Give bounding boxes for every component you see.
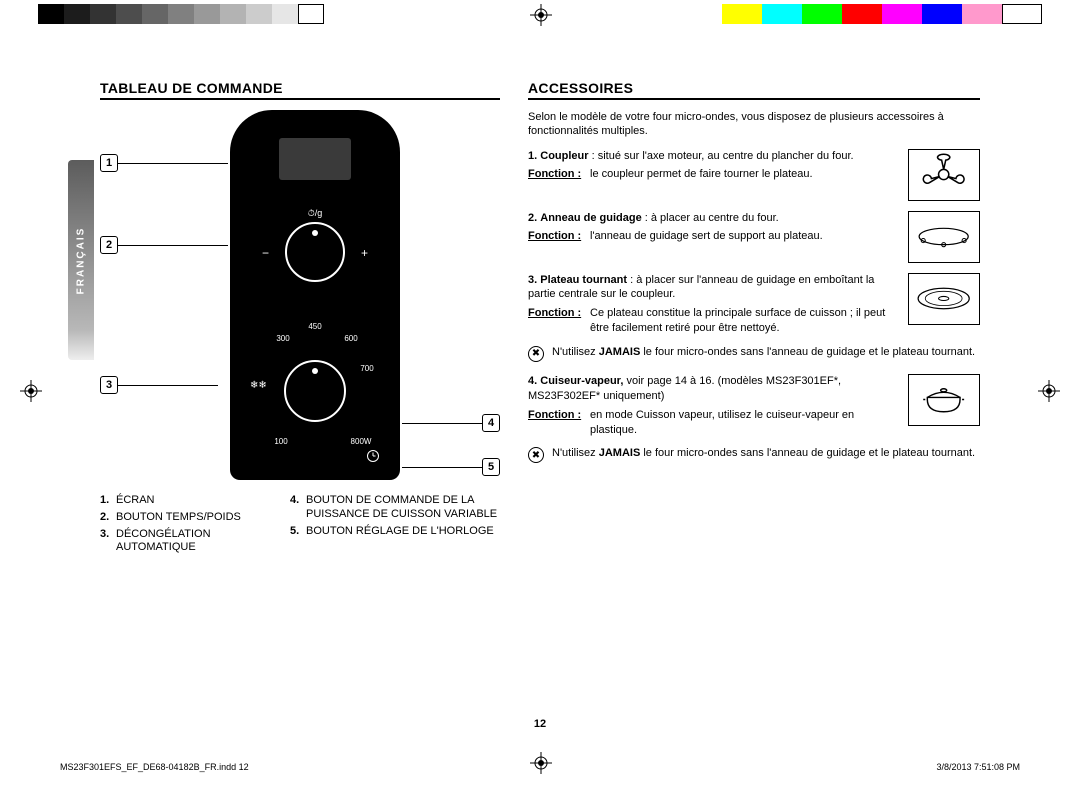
legend-item: 3.DÉCONGÉLATION AUTOMATIQUE <box>100 528 270 556</box>
callout-num: 4 <box>482 414 500 432</box>
content: TABLEAU DE COMMANDE 1 2 3 4 5 <box>100 80 980 700</box>
accessory-text: 3. Plateau tournant : à placer sur l'ann… <box>528 273 898 336</box>
callout-3: 3 <box>100 376 218 394</box>
accessory-item: 2. Anneau de guidage : à placer au centr… <box>528 211 980 263</box>
arc-label: 600 <box>336 334 366 343</box>
footer-filename: MS23F301EFS_EF_DE68-04182B_FR.indd 12 <box>60 762 249 772</box>
registration-mark-icon <box>1038 380 1060 402</box>
callout-num: 3 <box>100 376 118 394</box>
warning-icon: ✖ <box>528 447 544 463</box>
callout-num: 5 <box>482 458 500 476</box>
turntable-icon <box>908 273 980 325</box>
warning-icon: ✖ <box>528 346 544 362</box>
print-colorbar-color <box>722 4 1042 24</box>
page-footer: MS23F301EFS_EF_DE68-04182B_FR.indd 12 3/… <box>60 762 1020 772</box>
legend-item: 1.ÉCRAN <box>100 494 270 508</box>
legend-item: 4.BOUTON DE COMMANDE DE LA PUISSANCE DE … <box>290 494 500 522</box>
column-control-panel: TABLEAU DE COMMANDE 1 2 3 4 5 <box>100 80 500 700</box>
page: FRANÇAIS TABLEAU DE COMMANDE 1 2 3 4 <box>0 0 1080 792</box>
legend-item: 5.BOUTON RÉGLAGE DE L'HORLOGE <box>290 525 500 539</box>
display-screen <box>279 138 351 180</box>
roller-ring-icon <box>908 211 980 263</box>
callout-5: 5 <box>402 458 500 476</box>
warning-1: ✖ N'utilisez JAMAIS le four micro-ondes … <box>528 346 980 362</box>
time-weight-knob <box>285 222 345 282</box>
arc-label: 300 <box>268 334 298 343</box>
power-knob-group: ❄❄ 100 300 450 600 700 800W <box>250 320 380 450</box>
accessory-item: 4. Cuiseur-vapeur, voir page 14 à 16. (m… <box>528 374 980 437</box>
legend-item: 2.BOUTON TEMPS/POIDS <box>100 511 270 525</box>
callout-4: 4 <box>402 414 500 432</box>
accessory-text: 1. Coupleur : situé sur l'axe moteur, au… <box>528 149 898 183</box>
footer-timestamp: 3/8/2013 7:51:08 PM <box>936 762 1020 772</box>
print-colorbar-gray <box>38 4 328 24</box>
accessory-text: 2. Anneau de guidage : à placer au centr… <box>528 211 898 245</box>
defrost-icon: ❄❄ <box>250 380 267 391</box>
registration-mark-icon <box>20 380 42 402</box>
arc-label: 800W <box>346 437 376 446</box>
coupler-icon <box>908 149 980 201</box>
accessory-item: 1. Coupleur : situé sur l'axe moteur, au… <box>528 149 980 201</box>
control-panel-wrap: 1 2 3 4 5 ⏱/g − + <box>100 110 500 480</box>
clock-icon <box>366 449 380 466</box>
plus-icon: + <box>361 246 368 260</box>
power-knob <box>284 360 346 422</box>
accessory-text: 4. Cuiseur-vapeur, voir page 14 à 16. (m… <box>528 374 898 437</box>
heading-tableau: TABLEAU DE COMMANDE <box>100 80 500 100</box>
heading-accessoires: ACCESSOIRES <box>528 80 980 100</box>
legend-list-right: 4.BOUTON DE COMMANDE DE LA PUISSANCE DE … <box>290 494 500 558</box>
arc-label: 450 <box>300 322 330 331</box>
accessory-item: 3. Plateau tournant : à placer sur l'ann… <box>528 273 980 336</box>
knob1-label: ⏱/g <box>308 208 323 219</box>
legend-list-left: 1.ÉCRAN 2.BOUTON TEMPS/POIDS 3.DÉCONGÉLA… <box>100 494 270 558</box>
language-tab-label: FRANÇAIS <box>76 226 87 294</box>
column-accessoires: ACCESSOIRES Selon le modèle de votre fou… <box>528 80 980 700</box>
callout-num: 2 <box>100 236 118 254</box>
page-number: 12 <box>534 718 546 730</box>
warning-2: ✖ N'utilisez JAMAIS le four micro-ondes … <box>528 447 980 463</box>
callout-2: 2 <box>100 236 228 254</box>
arc-label: 700 <box>352 364 382 373</box>
panel-legend: 1.ÉCRAN 2.BOUTON TEMPS/POIDS 3.DÉCONGÉLA… <box>100 494 500 558</box>
callout-1: 1 <box>100 154 228 172</box>
registration-mark-icon <box>530 4 552 26</box>
arc-label: 100 <box>266 437 296 446</box>
control-panel-illustration: ⏱/g − + ❄❄ 100 300 450 600 700 800W <box>230 110 400 480</box>
accessoires-intro: Selon le modèle de votre four micro-onde… <box>528 110 980 139</box>
minus-icon: − <box>262 246 269 260</box>
language-tab: FRANÇAIS <box>68 160 94 360</box>
steam-cooker-icon <box>908 374 980 426</box>
callout-num: 1 <box>100 154 118 172</box>
